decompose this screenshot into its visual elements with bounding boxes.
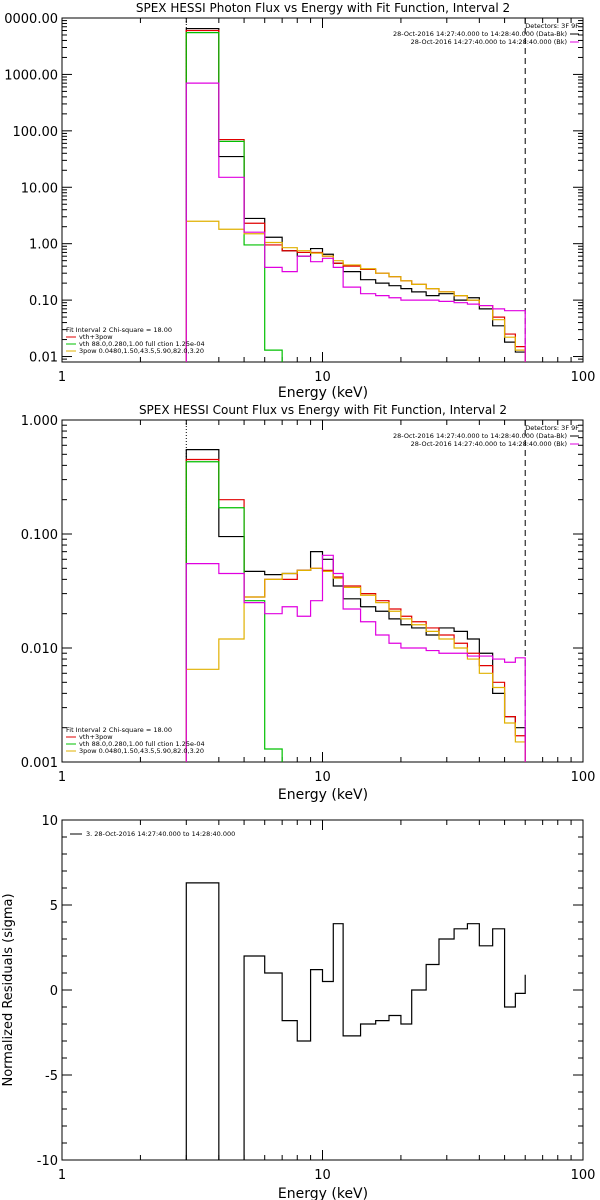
photon-flux-title: SPEX HESSI Photon Flux vs Energy with Fi… [136, 1, 510, 15]
y-tick-label: -5 [45, 1069, 58, 1084]
y-tick-label: 100.00 [13, 125, 59, 140]
x-tick-label: 100 [571, 1168, 596, 1183]
legend-entry: 28-Oct-2016 14:27:40.000 to 14:28:40.000… [393, 432, 567, 440]
y-tick-label: 0.01 [29, 351, 58, 366]
series-line-3 [185, 567, 526, 762]
x-tick-label: 1 [58, 370, 66, 385]
y-tick-label: 0 [50, 984, 58, 999]
photon-flux-axes: 1 10 100 0000.00 1000.00 100.00 10.00 1.00 0.10 0… [4, 12, 595, 385]
x-tick-label: 10 [314, 770, 331, 785]
series-line-4 [185, 554, 526, 762]
residuals-ylabel: Normalized Residuals (sigma) [1, 893, 16, 1086]
series-line-2 [185, 32, 283, 362]
series-line-2 [185, 461, 283, 762]
x-tick-label: 10 [314, 370, 331, 385]
photon-flux-xlabel: Energy (keV) [278, 385, 368, 401]
residuals-panel: Energy (keV) Normalized Residuals (sigma… [1, 814, 595, 1200]
y-tick-label: 1.000 [21, 414, 58, 429]
legend-entry: 28-Oct-2016 14:27:40.000 to 14:28:40.000… [411, 440, 567, 448]
residuals-axes: 1 10 100 10 5 0 -5 -10 [37, 814, 596, 1183]
residuals-legends: 3. 28-Oct-2016 14:27:40.000 to 14:28:40.… [70, 830, 235, 838]
x-tick-label: 10 [314, 1168, 331, 1183]
legend-header: Detectors: 3F 9F [525, 22, 579, 30]
legend-entry: 28-Oct-2016 14:27:40.000 to 14:28:40.000… [411, 38, 567, 46]
series-line-4 [185, 82, 526, 362]
photon-flux-vlines [185, 18, 526, 362]
count-flux-panel: SPEX HESSI Count Flux vs Energy with Fit… [21, 403, 596, 803]
residuals-xlabel: Energy (keV) [278, 1186, 368, 1200]
legend-entry: vth+3pow [79, 333, 113, 341]
y-tick-label: 10.00 [21, 181, 58, 196]
legend-entry: vth 88.0,0.280,1.00 full ction 1.25e-04 [79, 340, 205, 348]
y-tick-label: 0000.00 [4, 12, 58, 27]
photon-flux-panel: SPEX HESSI Photon Flux vs Energy with Fi… [4, 1, 595, 401]
y-tick-label: 0.100 [21, 528, 58, 543]
y-tick-label: 0.010 [21, 642, 58, 657]
series-line-1 [185, 29, 526, 362]
legend-entry: 28-Oct-2016 14:27:40.000 to 14:28:40.000… [393, 30, 567, 38]
y-tick-label: 0.001 [21, 756, 58, 771]
y-tick-label: 1.00 [29, 238, 58, 253]
x-tick-label: 100 [571, 770, 596, 785]
y-tick-label: 10 [41, 814, 58, 829]
series-line-0 [185, 27, 526, 362]
x-tick-label: 1 [58, 1168, 66, 1183]
count-flux-series [185, 448, 526, 762]
y-tick-label: 0.10 [29, 294, 58, 309]
count-flux-vlines [185, 420, 526, 762]
legend-header: Detectors: 3F 9F [525, 424, 579, 432]
legend-entry: vth+3pow [79, 733, 113, 741]
series-line-3 [185, 220, 526, 362]
photon-flux-series [185, 27, 526, 362]
legend-entry: 3pow 0.0480,1.50,43.5,5.90,82.0,3.20 [79, 747, 204, 755]
residuals-series [185, 882, 526, 1160]
x-tick-label: 1 [58, 770, 66, 785]
count-flux-title: SPEX HESSI Count Flux vs Energy with Fit… [139, 403, 507, 417]
legend-entry: 3pow 0.0480,1.50,43.5,5.90,82.0,3.20 [79, 347, 204, 355]
y-tick-label: -10 [37, 1154, 58, 1169]
series-line-0 [185, 448, 526, 762]
x-tick-label: 100 [571, 370, 596, 385]
legend-entry: 3. 28-Oct-2016 14:27:40.000 to 14:28:40.… [86, 830, 235, 838]
legend-entry: vth 88.0,0.280,1.00 full ction 1.25e-04 [79, 740, 205, 748]
count-flux-xlabel: Energy (keV) [278, 787, 368, 803]
legend-header: Fit Interval 2 Chi-square = 18.00 [66, 326, 172, 334]
legend-header: Fit Interval 2 Chi-square = 18.00 [66, 726, 172, 734]
y-tick-label: 1000.00 [4, 68, 58, 83]
count-flux-axes: 1 10 100 1.000 0.100 0.010 0.001 [21, 414, 596, 785]
y-tick-label: 5 [50, 899, 58, 914]
series-line-0 [185, 882, 526, 1160]
